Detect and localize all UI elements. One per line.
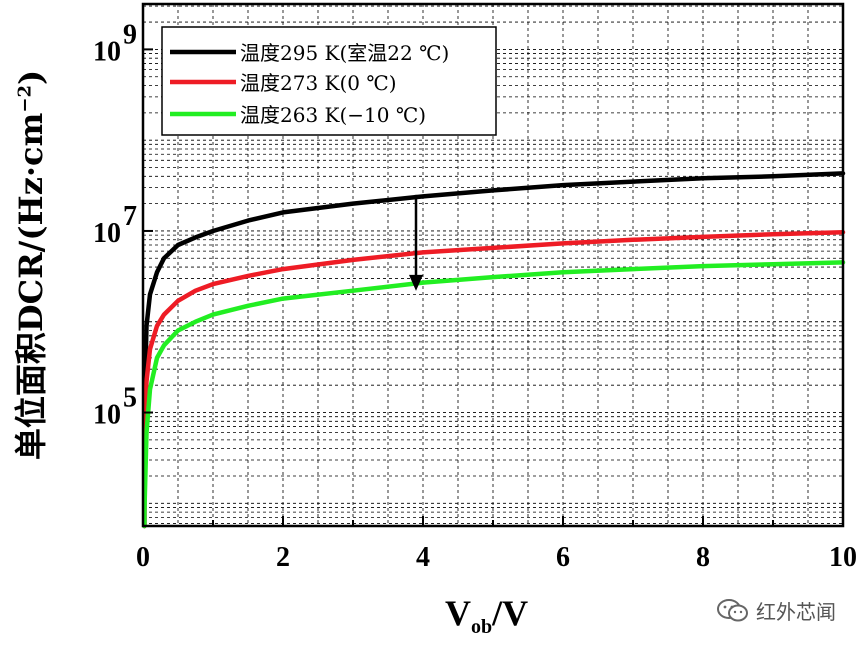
arrow-head — [409, 274, 423, 291]
legend-label-273K: 温度273 K(0 ℃) — [240, 71, 397, 95]
y-axis-label-exponent: −2 — [14, 84, 36, 113]
x-axis-label-subscript: ob — [471, 616, 493, 639]
x-tick-label: 6 — [556, 542, 570, 573]
series-layer — [142, 171, 846, 529]
x-tick-labels: 0 2 4 6 8 10 — [136, 542, 857, 573]
y-axis-label-tail: ) — [12, 69, 50, 85]
x-tick-label: 8 — [696, 542, 710, 573]
series-line-1 — [142, 229, 846, 529]
axis-ticks — [142, 48, 844, 526]
series-line-2 — [142, 260, 846, 529]
legend-label-263K: 温度263 K(−10 ℃) — [240, 103, 426, 127]
y-tick-exponent: 7 — [123, 201, 137, 232]
y-tick-exponent: 9 — [123, 19, 137, 50]
x-tick-label: 10 — [829, 542, 857, 573]
x-tick-label: 4 — [416, 542, 430, 573]
series-line-0 — [142, 171, 846, 529]
y-tick-label: 10 — [93, 400, 121, 431]
y-axis-label-container: 单位面积DCR/(Hz·cm−2) — [8, 40, 50, 490]
x-axis-label-tail: /V — [492, 593, 529, 633]
y-axis-label: 单位面积DCR/(Hz·cm−2) — [6, 70, 52, 460]
annotation-arrow — [409, 194, 423, 291]
x-tick-label: 2 — [276, 542, 290, 573]
y-tick-label: 10 — [93, 218, 121, 249]
legend-label-295K: 温度295 K(室温22 ℃) — [240, 41, 449, 65]
x-axis-label: Vob/V — [445, 592, 528, 639]
x-axis-label-main: V — [445, 593, 471, 633]
legend: 温度295 K(室温22 ℃) 温度273 K(0 ℃) 温度263 K(−10… — [161, 26, 497, 136]
y-tick-label: 10 — [93, 36, 121, 67]
watermark: 红外芯闻 — [716, 596, 836, 625]
wechat-icon — [717, 598, 748, 621]
watermark-text: 红外芯闻 — [756, 600, 836, 624]
y-tick-exponent: 5 — [123, 383, 137, 414]
x-tick-label: 0 — [136, 542, 150, 573]
y-axis-label-main: 单位面积DCR/(Hz·cm — [12, 112, 50, 461]
